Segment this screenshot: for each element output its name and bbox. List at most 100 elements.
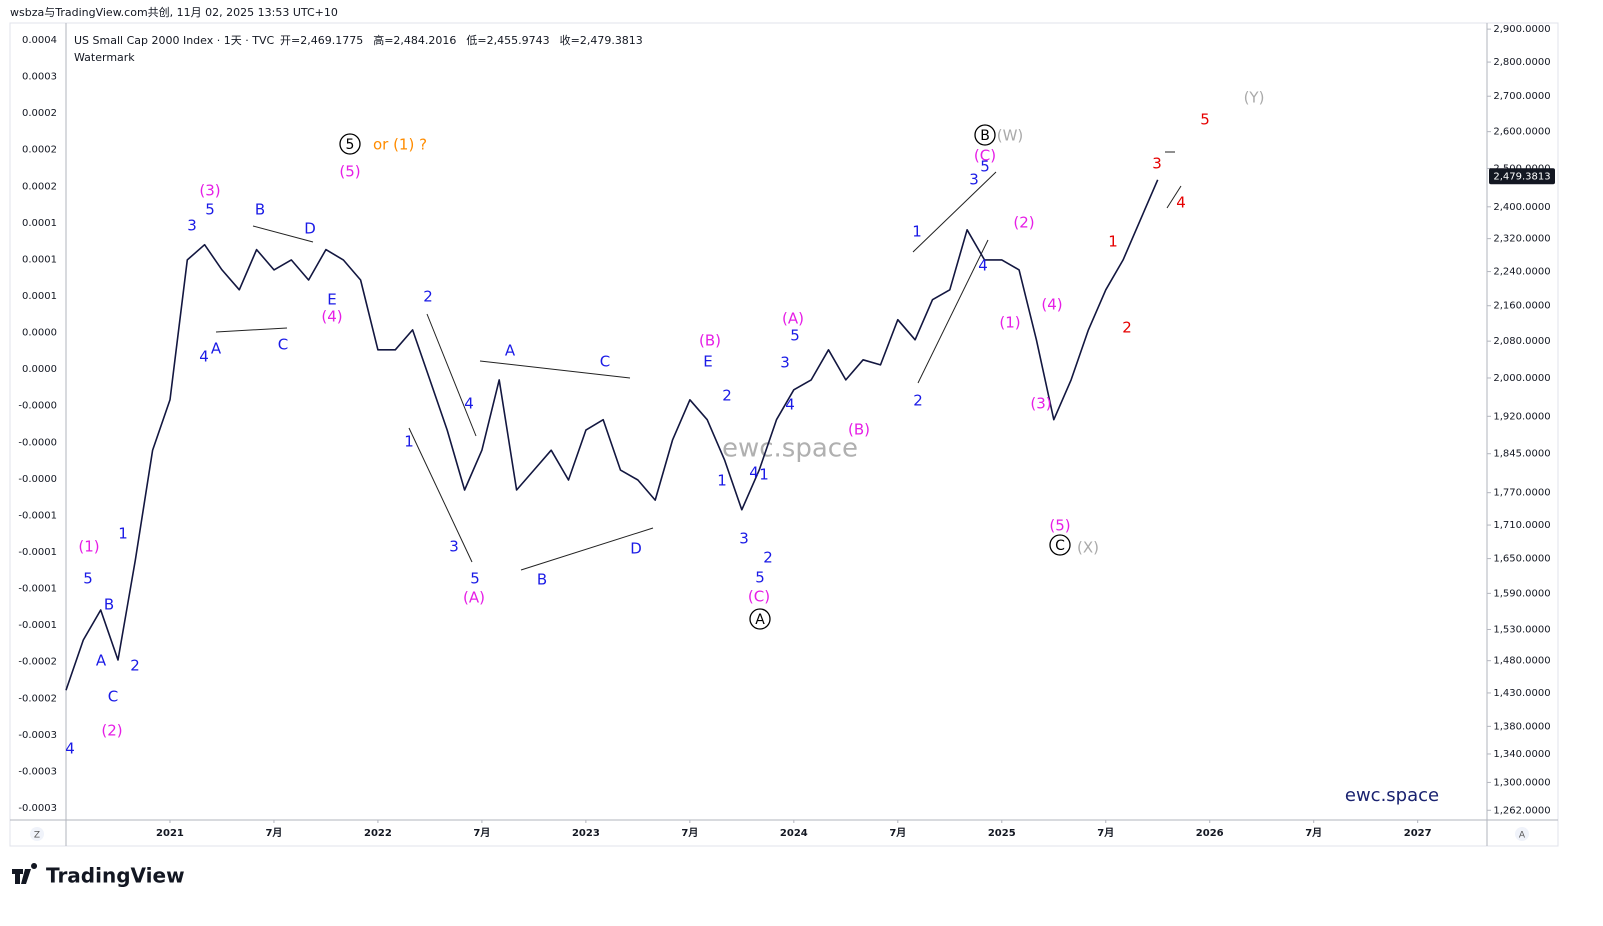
wave-label: (1)	[999, 314, 1020, 332]
wave-label: 4	[464, 395, 474, 413]
ohlc-label: 收=2,479.3813	[560, 33, 643, 47]
x-tick-label: 2023	[572, 828, 600, 839]
left-scale-label: 0.0000	[22, 328, 57, 339]
wave-label: 3	[780, 354, 790, 372]
wave-label: (3)	[199, 182, 220, 200]
y-tick-label: 2,320.0000	[1493, 234, 1550, 245]
watermark-corner: ewc.space	[1345, 785, 1439, 806]
wave-label: (B)	[848, 421, 870, 439]
wave-label: D	[304, 220, 316, 238]
wave-label: 2	[913, 392, 923, 410]
y-tick-label: 2,600.0000	[1493, 127, 1550, 138]
x-tick-label: 7月	[1097, 827, 1114, 839]
axis-button[interactable]	[1515, 827, 1529, 841]
wave-label: 3	[449, 538, 459, 556]
y-tick-label: 2,000.0000	[1493, 373, 1550, 384]
wave-label: 2	[130, 657, 140, 675]
brand-logo	[12, 863, 38, 884]
x-tick-label: 2027	[1404, 828, 1432, 839]
trendline	[252, 225, 314, 243]
axis-button[interactable]	[30, 827, 44, 841]
wave-label: (A)	[463, 589, 485, 607]
wave-label: 5	[205, 201, 215, 219]
wave-label: (5)	[339, 163, 360, 181]
left-scale-label: 0.0001	[22, 291, 57, 302]
y-tick-label: 1,590.0000	[1493, 588, 1550, 599]
wave-label: 5	[470, 570, 480, 588]
wave-label: (2)	[101, 722, 122, 740]
wave-label: (C)	[748, 588, 770, 606]
y-tick-label: 2,080.0000	[1493, 336, 1550, 347]
wave-label: (B)	[699, 332, 721, 350]
axis-button-label[interactable]: A	[1519, 831, 1526, 841]
wave-label: 1	[717, 472, 727, 490]
trendline	[917, 239, 989, 384]
wave-label: (5)	[1049, 517, 1070, 535]
left-scale-label: -0.0001	[18, 584, 57, 595]
x-tick-label: 7月	[889, 827, 906, 839]
axis-button-label[interactable]: Z	[34, 831, 40, 841]
wave-label: B	[255, 201, 265, 219]
trendline	[408, 427, 473, 563]
wave-circle	[749, 608, 771, 630]
wave-label: 4	[65, 740, 75, 758]
left-scale-label: 0.0002	[22, 108, 57, 119]
left-scale-label: -0.0002	[18, 693, 57, 704]
wave-label: C	[1055, 538, 1065, 554]
trendline	[520, 527, 654, 571]
wave-label: (X)	[1077, 539, 1099, 557]
wave-label: 4	[199, 348, 209, 366]
trendline	[426, 313, 477, 437]
wave-label: B	[537, 571, 547, 589]
trendline	[479, 360, 631, 379]
wave-label: 1	[404, 433, 414, 451]
y-tick-label: 1,770.0000	[1493, 488, 1550, 499]
wave-label: 4	[785, 396, 795, 414]
wave-label: 2	[423, 288, 433, 306]
wave-label: 1	[1108, 233, 1118, 251]
wave-circle	[1049, 534, 1071, 556]
wave-label: (3)	[1030, 395, 1051, 413]
wave-label: E	[703, 353, 712, 371]
wave-label: 3	[969, 171, 979, 189]
y-tick-label: 1,340.0000	[1493, 749, 1550, 760]
last-price-box	[1489, 168, 1555, 185]
y-tick-label: 1,380.0000	[1493, 721, 1550, 732]
brand-name: TradingView	[46, 864, 185, 888]
left-scale-label: -0.0000	[18, 401, 57, 412]
x-tick-label: 7月	[681, 827, 698, 839]
wave-label: 3	[739, 530, 749, 548]
wave-label: A	[505, 342, 516, 360]
wave-label: 5	[790, 327, 800, 345]
x-tick-label: 2022	[364, 828, 392, 839]
ohlc-label: 低=2,455.9743	[466, 34, 549, 47]
trendline	[215, 327, 288, 333]
ohlc-label: 开=2,469.1775	[280, 34, 363, 47]
x-tick-label: 2024	[780, 828, 808, 839]
wave-label: 3	[1152, 155, 1162, 173]
wave-label: (1)	[78, 538, 99, 556]
left-scale-label: -0.0000	[18, 474, 57, 485]
wave-label: 4	[978, 257, 988, 275]
y-tick-label: 2,800.0000	[1493, 57, 1550, 68]
wave-label: C	[278, 336, 288, 354]
wave-label: (W)	[997, 127, 1024, 145]
wave-circle	[974, 124, 996, 146]
x-tick-label: 7月	[1305, 827, 1322, 839]
wave-circle	[339, 133, 361, 155]
wave-label: or (1) ?	[373, 136, 427, 154]
wave-label: 5	[346, 137, 355, 153]
wave-label: (A)	[782, 310, 804, 328]
wave-label: 5	[83, 570, 93, 588]
wave-label: C	[108, 688, 118, 706]
left-scale-label: 0.0002	[22, 145, 57, 156]
wave-label: (2)	[1013, 214, 1034, 232]
wave-label: 1	[912, 223, 922, 241]
x-tick-label: 2025	[988, 828, 1016, 839]
left-scale-label: -0.0003	[18, 803, 57, 814]
price-line	[65, 179, 1159, 691]
wave-label: 2	[1122, 319, 1132, 337]
y-tick-label: 1,710.0000	[1493, 520, 1550, 531]
ohlc-label: 高=2,484.2016	[373, 33, 456, 47]
